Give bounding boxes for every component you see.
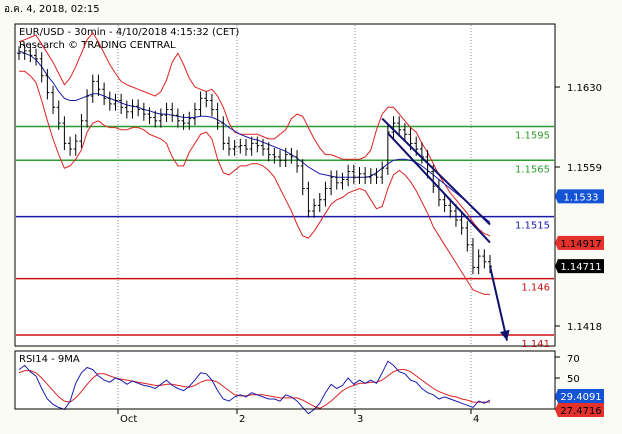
rsi-label: RSI14 - 9MA [19,354,80,365]
price-bars [17,44,492,275]
price-badge [558,235,604,250]
price-tick: 1.1418 [567,322,602,333]
price-badge-pointer [555,235,558,250]
price-badge-pointer [555,189,558,204]
rsi-panel [14,350,556,410]
rsi-tick: 70 [567,354,580,365]
level-label: 1.1565 [515,164,550,175]
date-label: อ.ค. 4, 2018, 02:15 [4,4,100,15]
rsi-badge-text: 27.4716 [560,406,601,417]
time-tick-label: Oct [120,414,137,425]
level-label: 1.1595 [515,130,550,141]
price-badge [558,189,604,204]
time-axis: Oct 2 3 4 [15,408,555,425]
time-tick-label: 3 [357,414,363,425]
price-badges: 1.1533 1.14917 1.14711 [555,189,604,274]
rsi-badge-pointer [555,389,558,403]
price-panel [14,23,556,347]
rsi-badge [558,403,604,417]
bollinger-upper-line [18,32,491,237]
rsi-line [18,360,491,415]
moving-average-line [18,50,491,223]
projection-arrowhead [499,329,510,341]
chart-title: EUR/USD - 30min - 4/10/2018 4:15:32 (CET… [19,27,239,38]
time-tick-label: 2 [239,414,245,425]
rsi-badge [558,389,604,403]
projection-line [489,266,508,341]
projection-arrow [489,266,510,341]
price-badge-text: 1.14711 [560,262,601,273]
price-badge-text: 1.1533 [564,192,599,203]
support-resistance-levels: 1.1595 1.1565 1.1515 1.146 1.141 [16,125,554,350]
chart-subtitle: Research © TRADING CENTRAL [19,40,176,51]
vertical-gridlines [117,25,472,408]
level-label: 1.146 [521,283,550,294]
price-badge-pointer [555,259,558,274]
price-tick: 1.1559 [567,163,602,174]
rsi-badge-pointer [555,403,558,417]
level-label: 1.1515 [515,221,550,232]
price-axis: 1.1630 1.1559 1.1418 [555,83,602,333]
time-tick-label: 4 [473,414,479,425]
price-badge [558,259,604,274]
level-label: 1.141 [521,339,550,350]
bollinger-lower-line [19,70,490,295]
price-badge-text: 1.14917 [560,239,601,250]
rsi-tick: 50 [567,374,580,385]
price-tick: 1.1630 [567,83,602,94]
rsi-badge-text: 29.4091 [560,392,601,403]
rsi-badges: 29.4091 27.4716 [555,389,604,417]
channel-line [387,132,491,244]
channel-line [381,117,491,226]
trend-channel [381,117,491,244]
